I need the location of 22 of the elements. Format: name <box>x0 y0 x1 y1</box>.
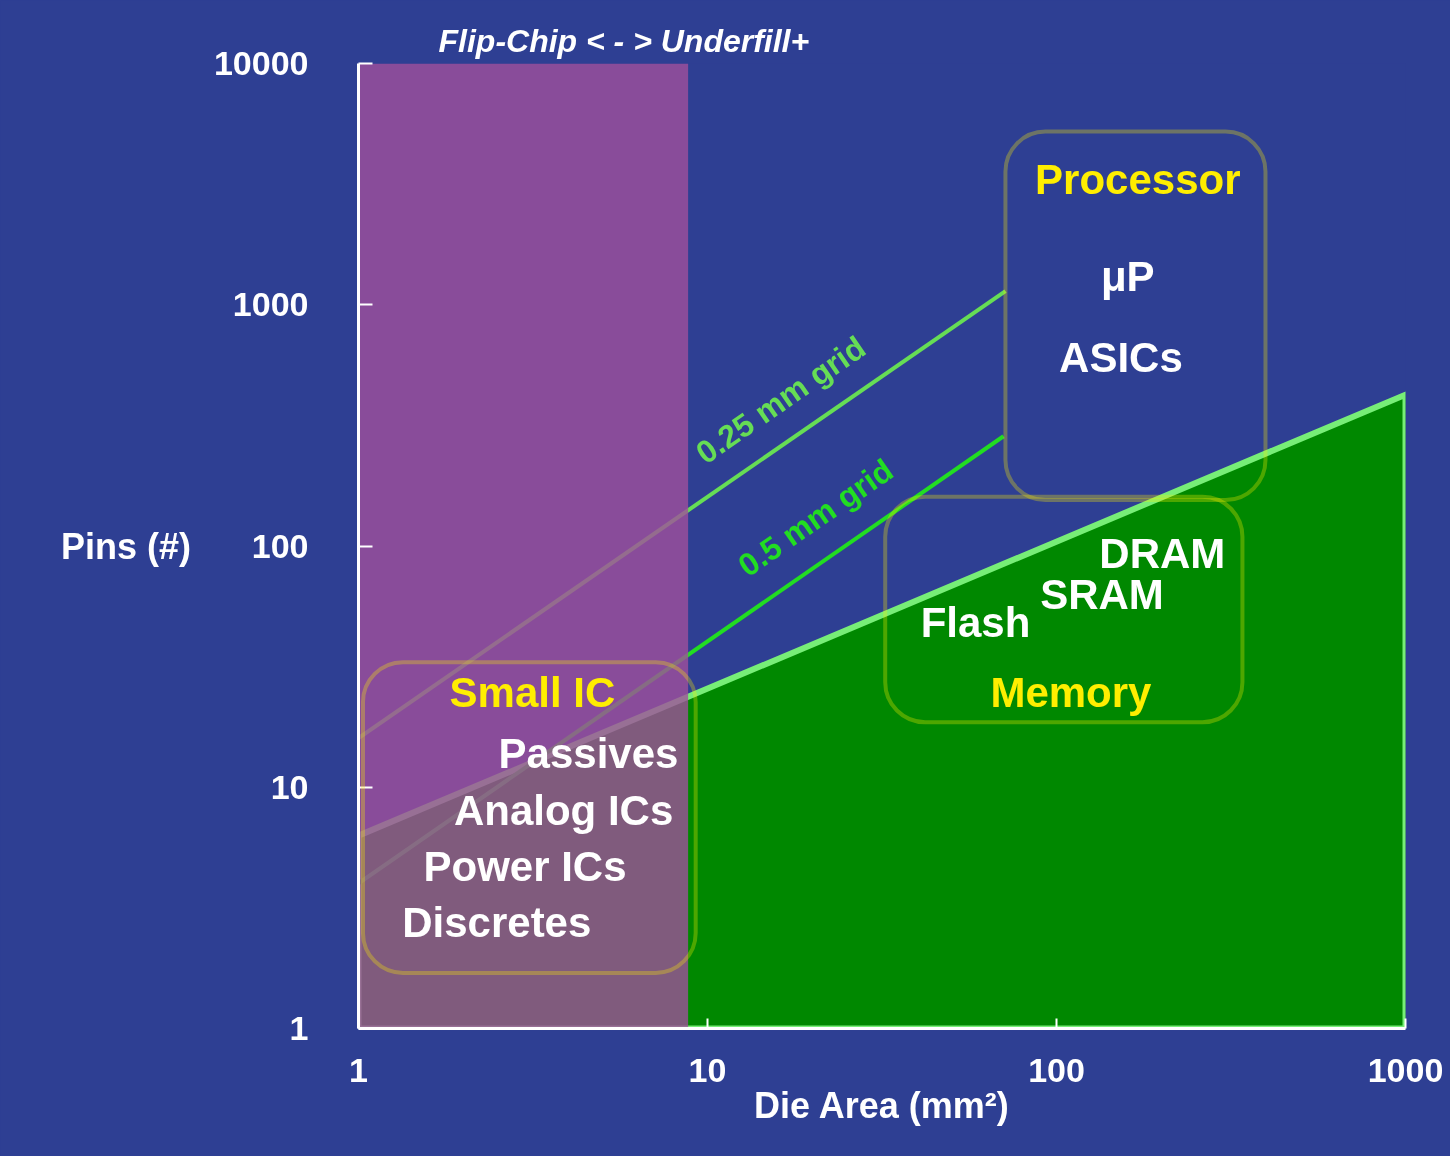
y-tick-label: 10000 <box>213 44 309 82</box>
annotation: Discretes <box>402 899 592 947</box>
annotation: Power ICs <box>423 842 627 890</box>
x-tick-label: 1 <box>349 1050 368 1089</box>
annotation: Processor <box>1035 156 1241 204</box>
annotation: Small IC <box>449 668 616 716</box>
chart-title: Flip-Chip < - > Underfill+ <box>438 22 810 59</box>
annotation: Analog ICs <box>453 787 674 835</box>
x-tick-label: 100 <box>1028 1050 1085 1089</box>
annotation: Passives <box>498 730 679 777</box>
y-tick-label: 100 <box>251 526 309 565</box>
y-axis-title: Pins (#) <box>60 525 191 567</box>
annotation: ASICs <box>1059 334 1183 382</box>
annotation: μP <box>1100 253 1155 301</box>
y-tick-label: 10 <box>270 767 309 806</box>
x-axis-title: Die Area (mm²) <box>753 1084 1009 1126</box>
x-tick-label: 1000 <box>1367 1050 1444 1089</box>
x-tick-label: 10 <box>688 1050 727 1089</box>
annotation: Flash <box>920 599 1031 647</box>
y-tick-label: 1 <box>289 1009 309 1047</box>
annotation: Memory <box>990 668 1153 716</box>
y-tick-label: 1000 <box>232 285 309 324</box>
